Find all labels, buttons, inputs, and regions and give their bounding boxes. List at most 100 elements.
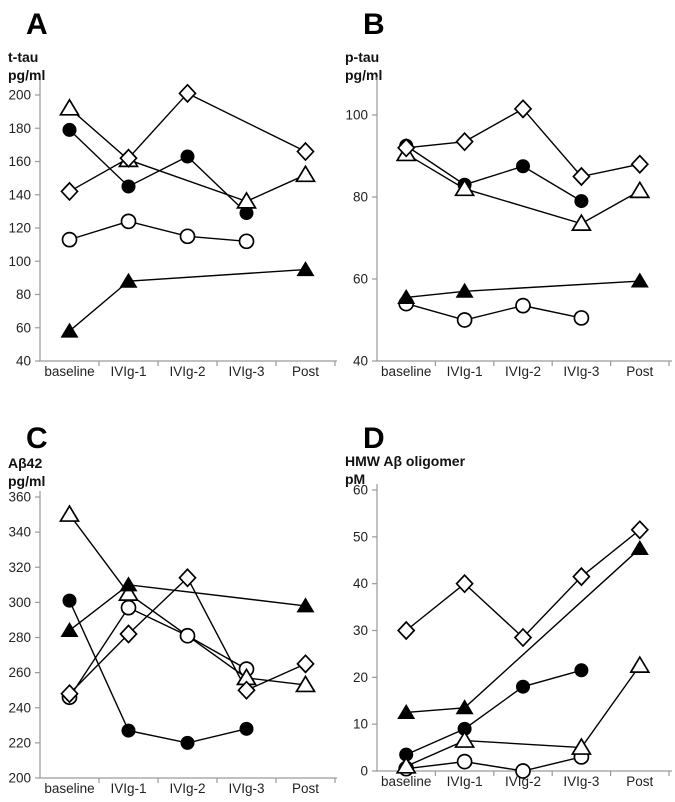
y-tick-label: 200	[8, 771, 31, 786]
filled-triangle-marker	[455, 699, 474, 715]
y-tick-label: 0	[360, 764, 368, 779]
panel-letter: C	[26, 422, 48, 455]
open-triangle-marker	[629, 655, 651, 673]
x-category-label: baseline	[381, 364, 431, 379]
open-diamond-marker	[178, 568, 197, 588]
filled-circle-marker	[399, 747, 414, 762]
y-tick-label: 40	[16, 354, 31, 369]
filled-triangle-marker	[630, 540, 649, 556]
y-tick-label: 50	[353, 529, 368, 544]
x-category-label: IVIg-3	[563, 774, 599, 789]
filled-circle-marker	[574, 663, 589, 678]
plot-area: 40 60 80 100 120 140 160 180 200 baseline IVIg-1 IV…	[8, 80, 337, 379]
y-tick-label: 140	[8, 187, 31, 202]
y-tick-label: 220	[8, 735, 31, 750]
y-tick-label: 60	[353, 272, 368, 287]
open-circle-marker	[573, 310, 590, 326]
panel-letter: B	[363, 8, 385, 41]
open-circle-marker	[61, 231, 78, 248]
series-line-filled-triangle	[69, 268, 306, 332]
open-triangle-marker	[570, 737, 592, 755]
y-tick-label: 20	[353, 670, 368, 685]
open-circle-marker	[238, 233, 255, 250]
series-line-open-triangle	[69, 107, 306, 203]
y-tick-label: 200	[8, 88, 31, 103]
open-diamond-marker	[119, 624, 138, 644]
y-tick-label: 260	[8, 665, 31, 680]
y-tick-label: 60	[353, 483, 368, 498]
open-diamond-marker	[397, 620, 416, 641]
y-tick-label: 300	[8, 595, 31, 610]
open-circle-marker	[515, 297, 531, 314]
open-circle-marker	[120, 599, 137, 616]
open-diamond-marker	[296, 654, 315, 674]
panel-letter: A	[26, 8, 48, 41]
open-circle-marker	[120, 213, 137, 230]
y-tick-label: 100	[8, 254, 31, 269]
series-line-open-triangle	[68, 514, 306, 686]
filled-triangle-marker	[119, 272, 138, 288]
series-line-filled-circle	[405, 145, 582, 202]
filled-triangle-marker	[397, 288, 416, 304]
open-circle-marker	[456, 753, 473, 770]
filled-circle-marker	[180, 735, 195, 750]
open-diamond-marker	[296, 141, 315, 162]
open-diamond-marker	[60, 181, 79, 202]
filled-circle-marker	[516, 679, 530, 694]
y-tick-label: 120	[8, 221, 31, 236]
series-line-filled-circle	[68, 600, 247, 744]
panel-b-chart: B p-tau pg/ml 40 60 80 100 baseline IVIg-1 IVI…	[345, 8, 672, 379]
filled-triangle-marker	[119, 576, 138, 592]
open-triangle-marker	[570, 213, 592, 231]
x-category-label: IVIg-1	[447, 774, 483, 789]
x-category-label: IVIg-3	[228, 364, 264, 379]
filled-circle-marker	[574, 194, 589, 209]
y-tick-label: 10	[353, 717, 368, 732]
y-axis-title-line1: HMW Aβ oligomer	[345, 453, 466, 469]
filled-circle-marker	[239, 206, 254, 221]
filled-triangle-marker	[455, 282, 474, 298]
open-circle-marker	[179, 627, 196, 644]
x-category-label: IVIg-2	[169, 781, 205, 796]
open-triangle-marker	[629, 180, 651, 199]
open-diamond-marker	[455, 131, 474, 152]
y-tick-label: 320	[8, 560, 31, 575]
open-diamond-marker	[513, 627, 533, 648]
x-category-label: IVIg-2	[505, 364, 541, 379]
open-diamond-marker	[237, 680, 256, 700]
open-triangle-marker	[395, 756, 417, 774]
open-triangle-marker	[294, 164, 317, 183]
filled-triangle-marker	[296, 597, 315, 613]
x-category-label: IVIg-3	[563, 364, 599, 379]
y-tick-label: 340	[8, 525, 31, 540]
series-line-open-circle	[68, 606, 247, 698]
y-tick-label: 160	[8, 154, 31, 169]
panel-d-chart: D HMW Aβ oligomer pM 0 10 20 30 40 50 60 baseli…	[345, 422, 672, 789]
x-category-label: Post	[292, 781, 319, 796]
open-diamond-marker	[572, 166, 591, 187]
open-circle-marker	[515, 763, 531, 779]
filled-circle-marker	[121, 179, 136, 194]
plot-area: 0 10 20 30 40 50 60 baseline IVIg-1 IVIg-2 IVIg-3 P…	[353, 483, 672, 789]
y-tick-label: 360	[8, 490, 31, 505]
series-line-filled-triangle	[406, 280, 640, 299]
x-category-label: IVIg-2	[505, 774, 541, 789]
x-category-label: baseline	[44, 781, 94, 796]
filled-circle-marker	[62, 593, 77, 608]
y-tick-label: 30	[353, 623, 368, 638]
open-diamond-marker	[630, 154, 649, 174]
x-category-label: baseline	[381, 774, 431, 789]
series-line-open-diamond	[69, 92, 306, 193]
filled-triangle-marker	[60, 621, 79, 637]
open-diamond-marker	[397, 138, 416, 158]
open-diamond-marker	[455, 573, 474, 594]
filled-triangle-marker	[296, 261, 315, 277]
y-axis-title-line2: pg/ml	[345, 67, 382, 83]
panel-b: B p-tau pg/ml 40 60 80 100 baseline IVIg-1 IVI…	[337, 0, 675, 400]
x-category-label: IVIg-1	[110, 364, 146, 379]
filled-triangle-marker	[630, 272, 649, 288]
x-category-label: baseline	[44, 364, 94, 379]
panel-letter: D	[363, 422, 385, 455]
filled-circle-marker	[516, 159, 530, 174]
open-triangle-marker	[117, 583, 140, 601]
